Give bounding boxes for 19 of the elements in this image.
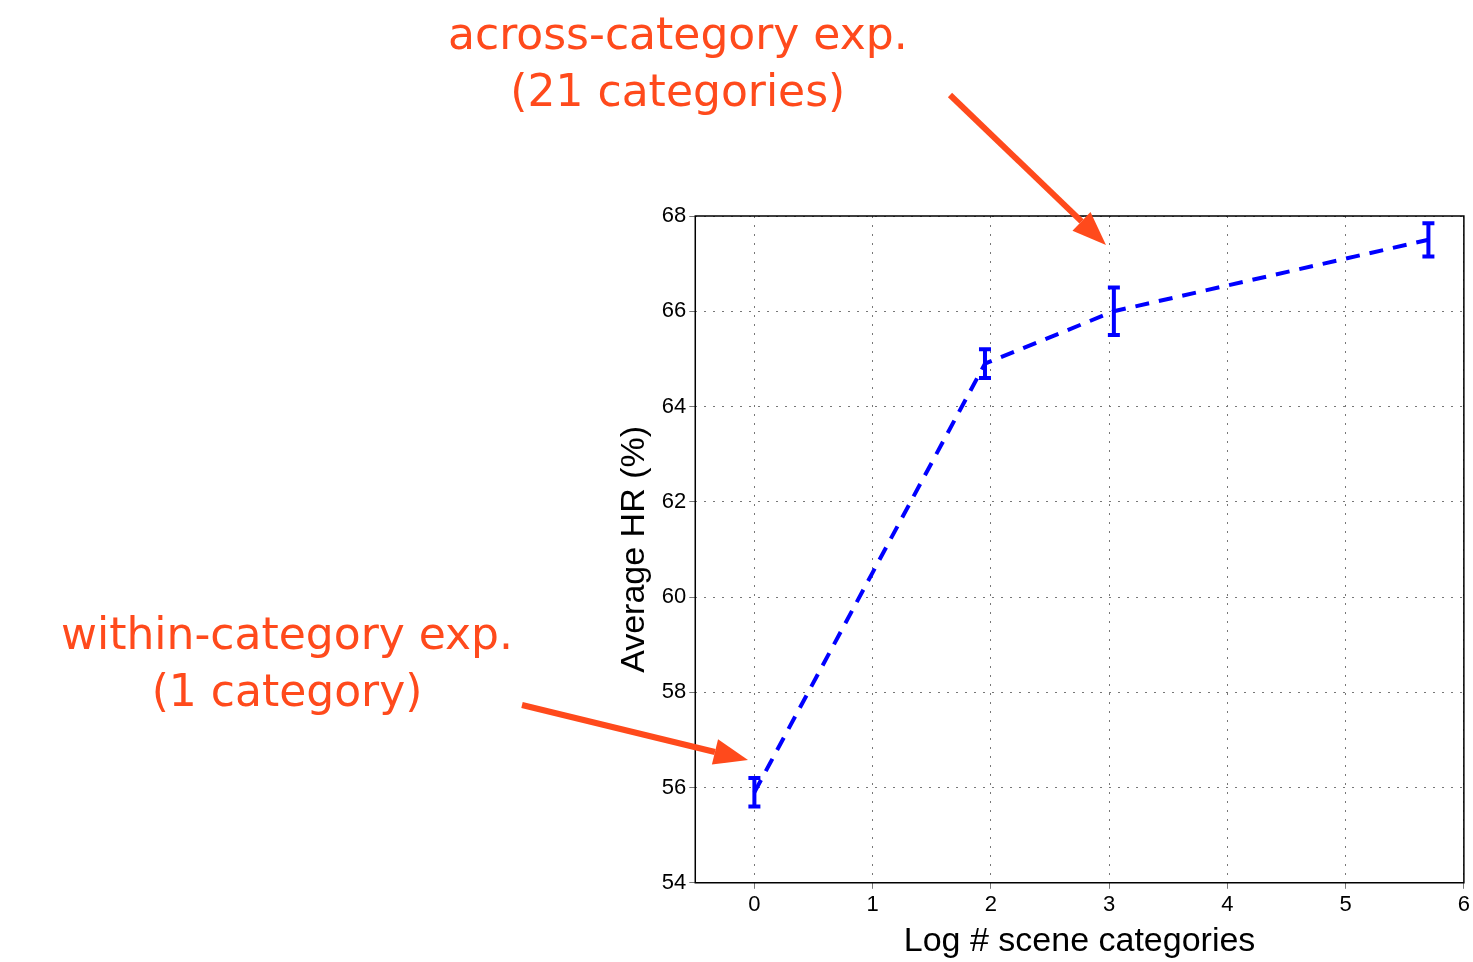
y-tick-label: 58	[661, 678, 687, 704]
x-tick-label: 5	[1339, 891, 1352, 917]
x-tick-label: 4	[1221, 891, 1234, 917]
y-axis-title: Average HR (%)	[612, 425, 651, 673]
x-tick-label: 0	[748, 891, 761, 917]
x-tick-label: 1	[866, 891, 879, 917]
y-tick-label: 62	[661, 487, 687, 513]
y-tick-label: 60	[661, 583, 687, 609]
text: across-category exp. (21 categories)	[448, 7, 908, 119]
y-tick-label: 56	[661, 773, 687, 799]
y-tick-label: 54	[661, 868, 687, 894]
y-tick-label: 64	[661, 392, 687, 418]
x-tick-label: 3	[1103, 891, 1116, 917]
text: within-category exp. (1 category)	[61, 607, 514, 719]
x-tick-label: 2	[984, 891, 998, 917]
x-tick-label: 6	[1457, 891, 1471, 917]
y-tick-label: 68	[661, 202, 687, 228]
x-axis-title: Log # scene categories	[903, 919, 1256, 958]
y-tick-label: 66	[661, 297, 687, 323]
